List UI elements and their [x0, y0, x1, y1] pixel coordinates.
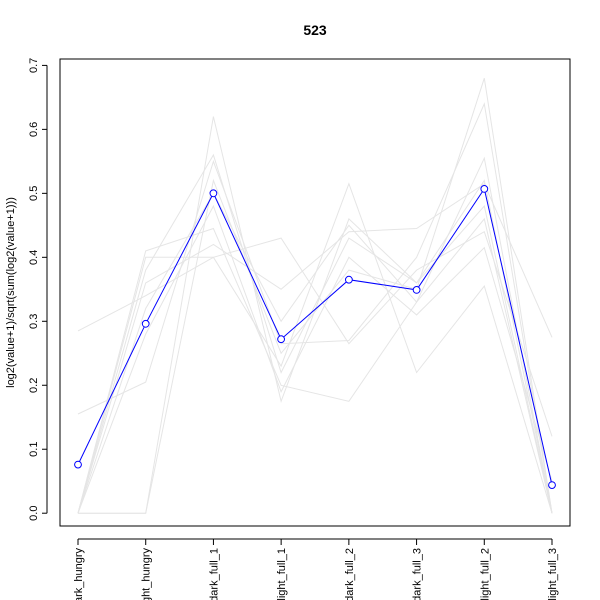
- y-tick-label: 0.7: [28, 58, 40, 73]
- highlight-point-light_full_3: [548, 481, 556, 490]
- chart-title: 523: [303, 22, 327, 38]
- x-tick-label: light_full_2: [479, 548, 491, 600]
- background-series-line-6: [77, 182, 553, 514]
- y-tick-label: 0.4: [28, 250, 40, 265]
- plot-area-border: [59, 58, 571, 527]
- x-tick-label: dark_full_1: [208, 548, 220, 600]
- background-series-line-5: [77, 156, 553, 514]
- background-series-line-4: [77, 102, 553, 514]
- highlight-point-dark_full_2: [345, 275, 353, 284]
- background-series-line-3: [77, 230, 553, 437]
- background-series-group: [77, 78, 553, 514]
- y-axis-label: log2(value+1)/sqrt(sum(log2(value+1))): [5, 197, 17, 388]
- x-tick-label: light_full_3: [547, 548, 559, 600]
- background-series-line-8: [77, 192, 553, 514]
- highlight-point-light_full_1: [277, 335, 286, 344]
- y-tick-label: 0.0: [28, 506, 40, 521]
- y-tick-label: 0.2: [28, 378, 40, 393]
- x-tick-label: dark_full_3: [412, 548, 424, 600]
- x-axis: dark_hungry light_hungry dark_full_1 light_…: [73, 538, 559, 600]
- background-series-line-10: [77, 204, 553, 514]
- highlight-series-group: [74, 185, 556, 490]
- highlight-point-dark_full_3: [412, 286, 421, 294]
- background-series-line-2: [78, 116, 553, 514]
- x-tick-label: dark_hungry: [73, 548, 85, 600]
- y-tick-label: 0.3: [28, 314, 40, 329]
- background-series-line-9: [77, 153, 553, 514]
- x-tick-label: dark_full_2: [344, 548, 356, 600]
- y-tick-label: 0.5: [28, 186, 40, 201]
- highlight-series-line: [77, 187, 553, 486]
- x-tick-label: light_hungry: [141, 548, 153, 600]
- background-series-line-7: [77, 182, 553, 514]
- highlight-point-light_hungry: [141, 319, 150, 328]
- background-series-line-1: [78, 78, 553, 514]
- x-tick-label: light_full_1: [276, 548, 288, 600]
- highlight-point-dark_hungry: [74, 460, 82, 469]
- y-axis: 0.0 0.1 0.2 0.3 0.4 0.5 0.6 0.7: [28, 58, 48, 521]
- y-tick-label: 0.6: [28, 122, 40, 137]
- highlight-point-dark_full_1: [209, 189, 218, 198]
- highlight-point-light_full_2: [480, 185, 489, 193]
- y-tick-label: 0.1: [28, 442, 40, 457]
